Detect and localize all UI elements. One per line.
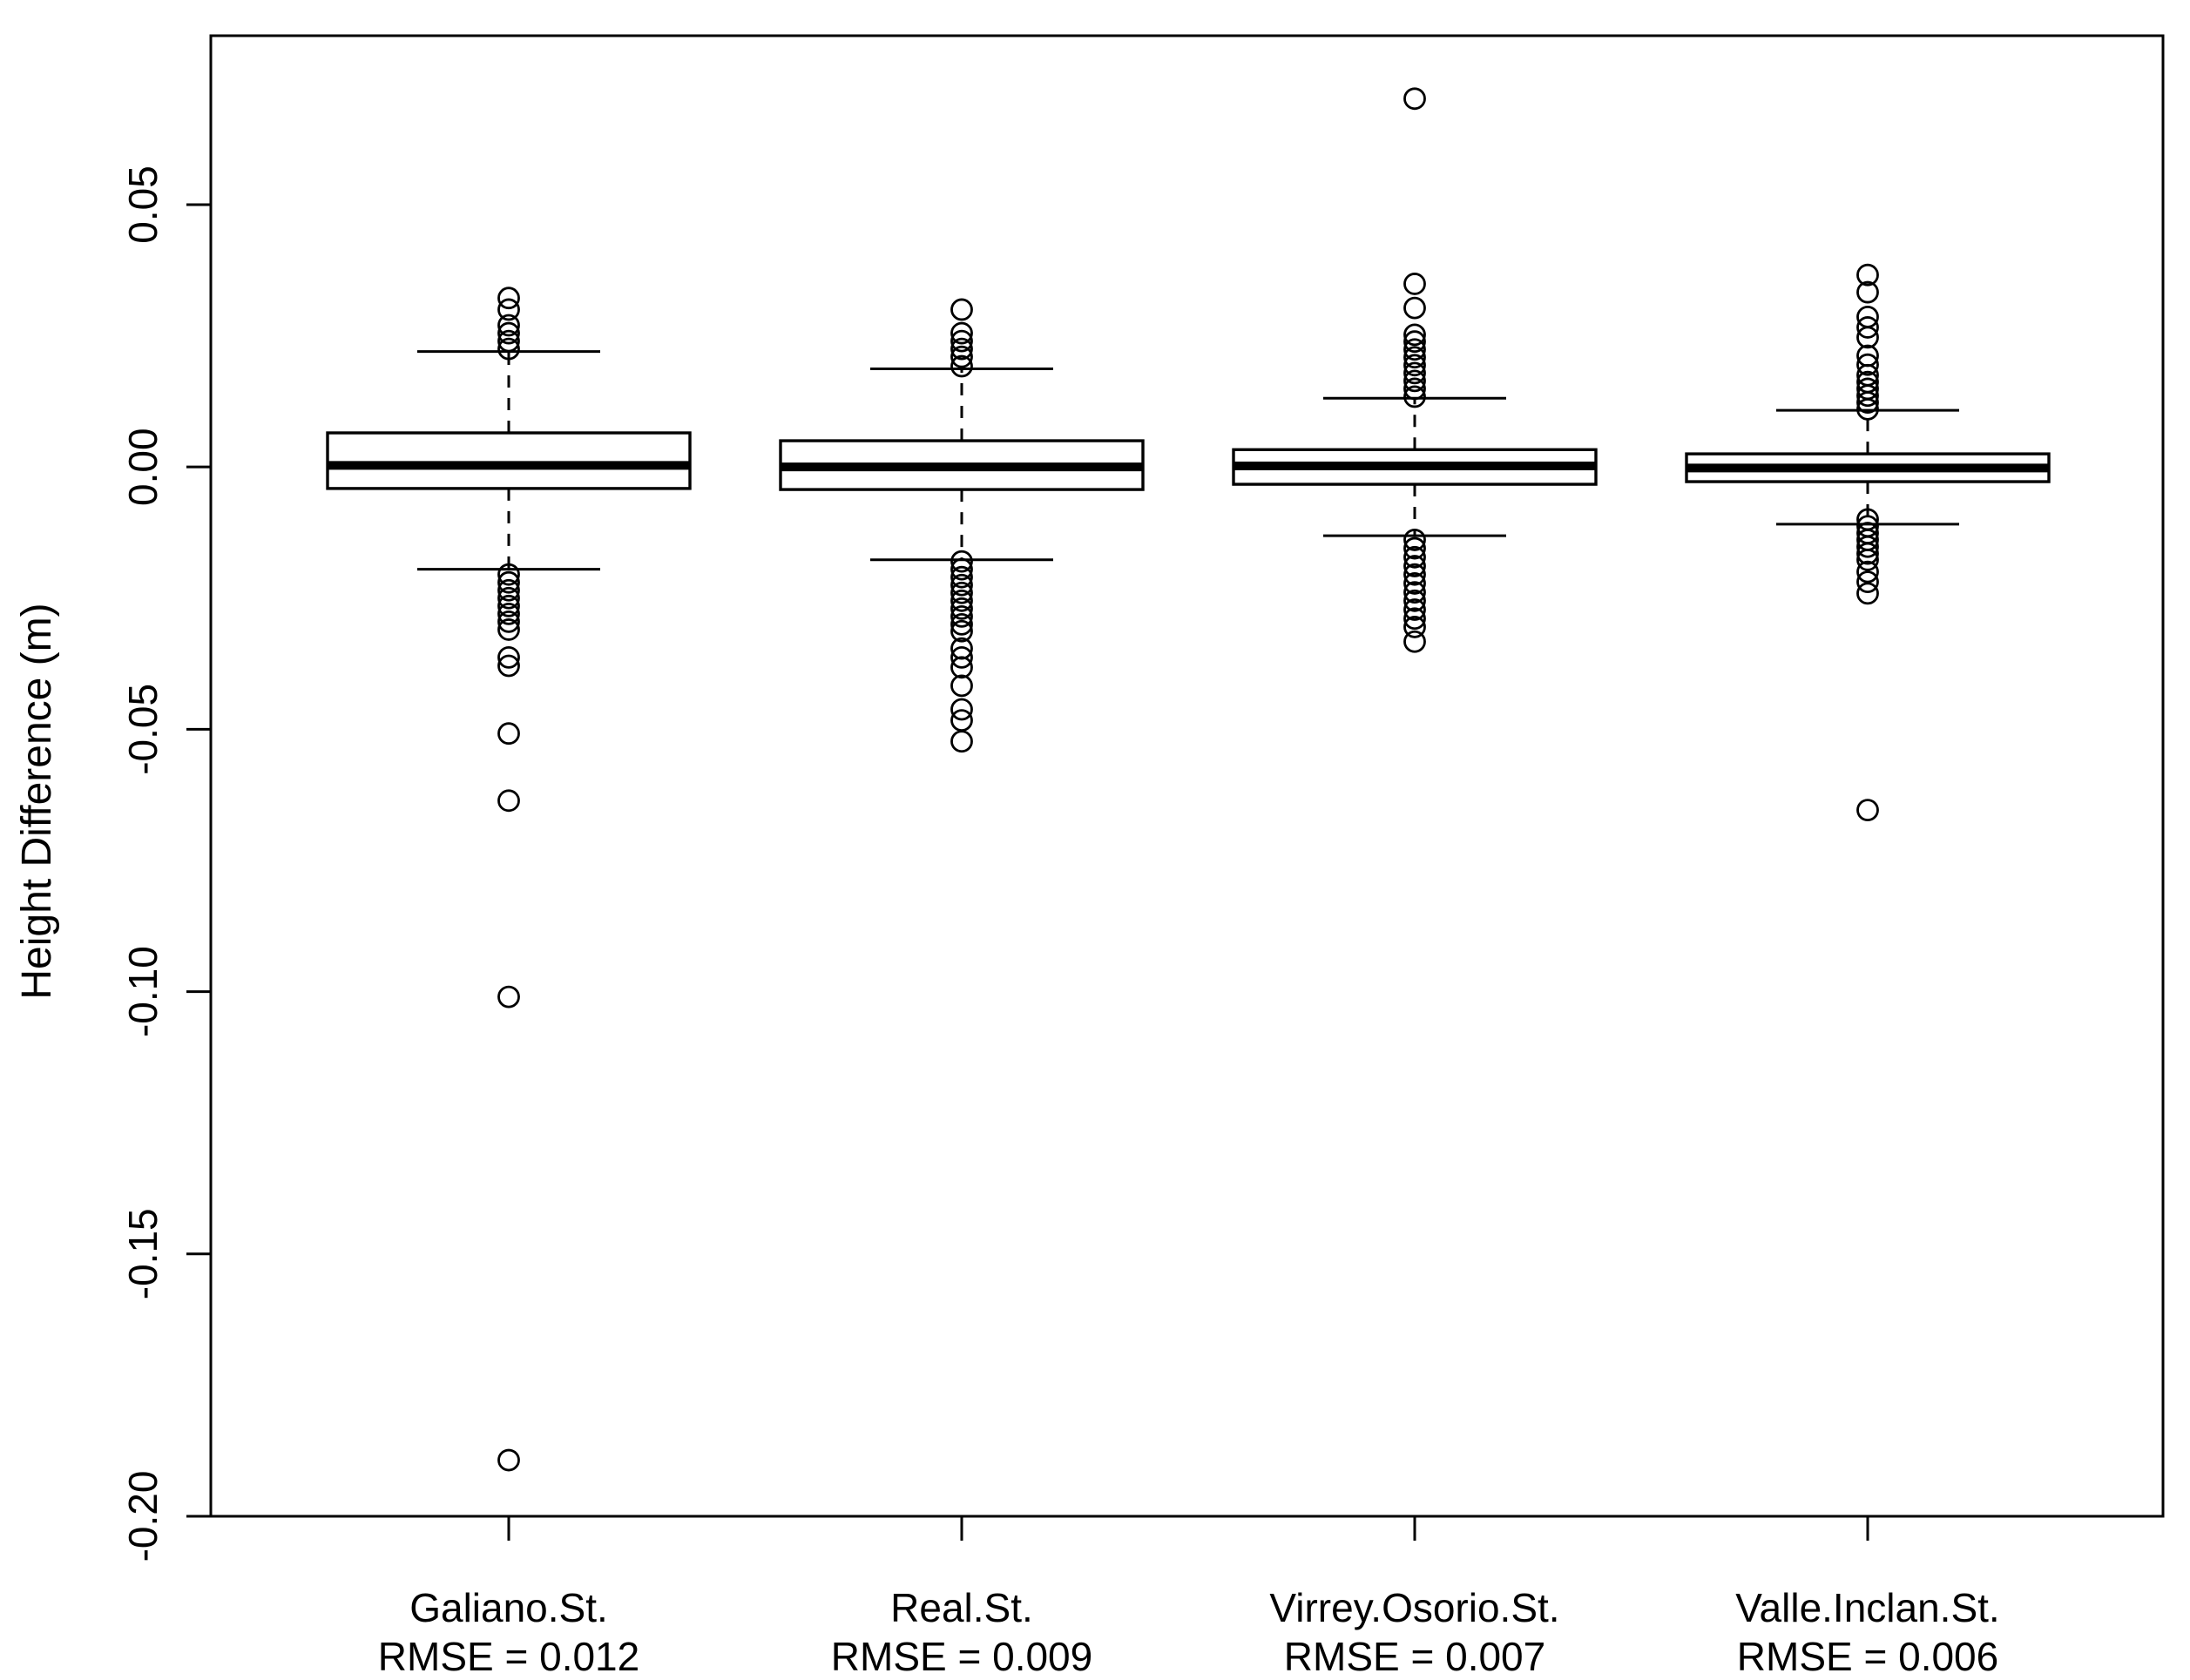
group-rmse-label: RMSE = 0.012 bbox=[378, 1634, 639, 1679]
outlier-point bbox=[1403, 607, 1426, 631]
outlier-point bbox=[497, 298, 520, 321]
y-tick-label: -0.20 bbox=[120, 1471, 166, 1562]
outlier-point bbox=[1403, 555, 1426, 577]
outlier-point bbox=[1403, 630, 1426, 653]
outlier-point bbox=[1856, 353, 1879, 376]
outlier-point bbox=[950, 354, 973, 378]
outlier-point bbox=[950, 321, 973, 345]
outlier-point bbox=[1856, 326, 1879, 349]
outlier-point bbox=[950, 557, 973, 581]
outlier-point bbox=[950, 573, 973, 597]
outlier-point bbox=[497, 985, 520, 1009]
outlier-point bbox=[950, 565, 973, 589]
outlier-point bbox=[950, 698, 973, 721]
outlier-point bbox=[497, 570, 520, 594]
outlier-point bbox=[497, 586, 520, 610]
outlier-point bbox=[497, 610, 520, 633]
outlier-point bbox=[950, 337, 973, 361]
group-rmse-label: RMSE = 0.007 bbox=[1284, 1634, 1545, 1679]
outlier-point bbox=[497, 329, 520, 353]
outlier-point bbox=[950, 298, 973, 321]
outlier-point bbox=[1856, 384, 1879, 408]
outlier-point bbox=[1856, 582, 1879, 605]
y-tick-label: -0.10 bbox=[120, 946, 166, 1037]
outlier-point bbox=[1403, 589, 1426, 612]
outlier-point bbox=[497, 645, 520, 669]
outlier-point bbox=[1403, 338, 1426, 361]
outlier-point bbox=[497, 789, 520, 813]
outlier-point bbox=[1403, 346, 1426, 369]
outlier-point bbox=[1856, 548, 1879, 571]
outlier-point bbox=[497, 602, 520, 625]
group-rmse-label: RMSE = 0.006 bbox=[1737, 1634, 1998, 1679]
outlier-point bbox=[1403, 572, 1426, 595]
outlier-point bbox=[950, 674, 973, 698]
outlier-point bbox=[1403, 361, 1426, 385]
outlier-point bbox=[1403, 87, 1426, 111]
outlier-point bbox=[1403, 581, 1426, 604]
outlier-point bbox=[950, 329, 973, 353]
outlier-point bbox=[1403, 369, 1426, 393]
y-tick-label: -0.05 bbox=[120, 684, 166, 775]
outlier-point bbox=[1403, 563, 1426, 586]
outlier-point bbox=[1856, 799, 1879, 822]
outlier-point bbox=[950, 656, 973, 679]
outlier-point bbox=[1403, 330, 1426, 354]
outlier-point bbox=[1856, 398, 1879, 421]
outlier-point bbox=[950, 550, 973, 573]
outlier-point bbox=[1403, 273, 1426, 295]
outlier-point bbox=[1856, 280, 1879, 304]
outlier-point bbox=[950, 597, 973, 620]
group-label: Valle.Inclan.St. bbox=[1735, 1585, 1999, 1630]
outlier-point bbox=[497, 654, 520, 678]
outlier-point bbox=[1403, 385, 1426, 408]
y-tick-label: 0.00 bbox=[120, 428, 166, 506]
y-axis-title: Height Difference (m) bbox=[14, 603, 60, 999]
y-tick-label: -0.15 bbox=[120, 1208, 166, 1299]
outlier-point bbox=[1403, 377, 1426, 401]
outlier-point bbox=[950, 345, 973, 368]
outlier-point bbox=[497, 578, 520, 602]
outlier-point bbox=[1403, 598, 1426, 621]
outlier-point bbox=[497, 618, 520, 641]
outlier-point bbox=[1403, 616, 1426, 638]
outlier-point bbox=[1403, 536, 1426, 560]
outlier-point bbox=[497, 563, 520, 586]
outlier-point bbox=[1403, 323, 1426, 347]
outlier-point bbox=[497, 287, 520, 310]
y-tick-label: 0.05 bbox=[120, 165, 166, 244]
outlier-point bbox=[497, 337, 520, 361]
outlier-point bbox=[950, 604, 973, 628]
outlier-point bbox=[950, 589, 973, 612]
outlier-point bbox=[1856, 560, 1879, 584]
outlier-point bbox=[1403, 545, 1426, 569]
outlier-point bbox=[950, 613, 973, 636]
outlier-point bbox=[1403, 354, 1426, 377]
outlier-point bbox=[950, 581, 973, 604]
outlier-point bbox=[950, 619, 973, 643]
outlier-point bbox=[1403, 529, 1426, 551]
outlier-point bbox=[497, 1448, 520, 1472]
plot-border bbox=[209, 34, 2165, 1518]
outlier-point bbox=[497, 314, 520, 337]
group-rmse-label: RMSE = 0.009 bbox=[831, 1634, 1092, 1679]
group-label: Virrey.Osorio.St. bbox=[1269, 1585, 1559, 1630]
outlier-point bbox=[1856, 542, 1879, 565]
outlier-point bbox=[1403, 296, 1426, 320]
iqr-box bbox=[326, 431, 692, 490]
outlier-point bbox=[950, 730, 973, 753]
outlier-point bbox=[497, 321, 520, 345]
outlier-point bbox=[950, 645, 973, 669]
outlier-point bbox=[1856, 263, 1879, 287]
outlier-point bbox=[497, 594, 520, 617]
outlier-point bbox=[1856, 391, 1879, 414]
outlier-point bbox=[1856, 316, 1879, 339]
group-label: Real.St. bbox=[890, 1585, 1033, 1630]
outlier-point bbox=[1856, 570, 1879, 594]
outlier-point bbox=[1856, 535, 1879, 558]
outlier-point bbox=[497, 722, 520, 746]
group-label: Galiano.St. bbox=[409, 1585, 608, 1630]
